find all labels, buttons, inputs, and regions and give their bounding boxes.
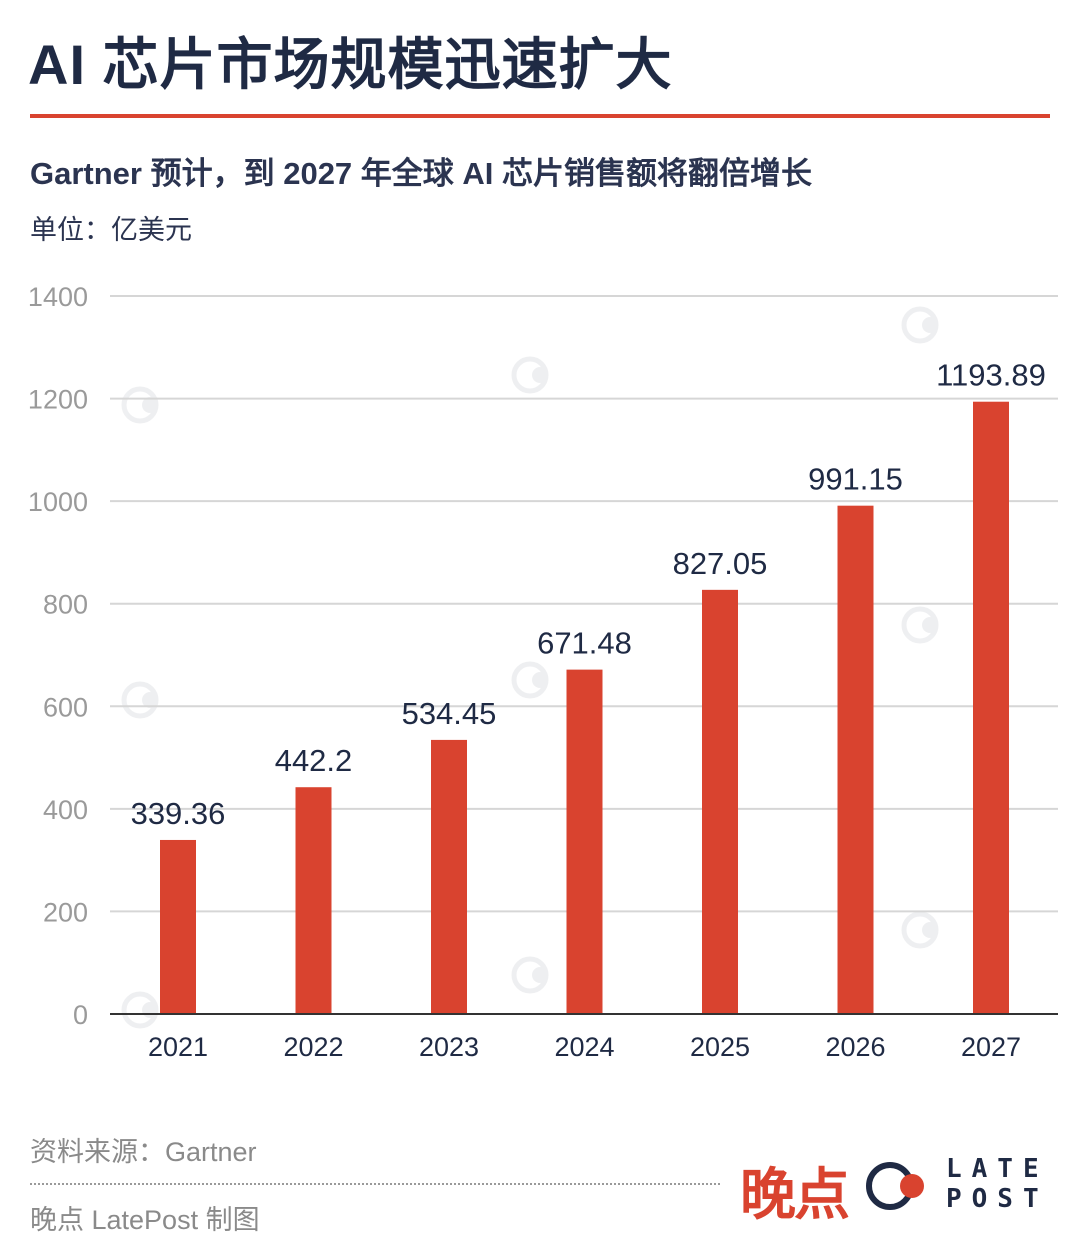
watermark-mark <box>121 386 159 424</box>
x-tick-label: 2023 <box>419 1032 479 1062</box>
y-tick-label: 400 <box>43 795 88 825</box>
data-label: 534.45 <box>402 696 497 731</box>
credit-note: 晚点 LatePost 制图 <box>30 1205 260 1235</box>
data-label: 991.15 <box>808 462 903 497</box>
brand-name-cn: 晚点 <box>740 1163 850 1226</box>
footer-divider <box>30 1183 720 1185</box>
title-divider <box>30 114 1050 118</box>
bar-2026 <box>837 505 874 1014</box>
brand-circle-icon <box>866 1162 924 1210</box>
axes: 0 200 400 600 800 1000 1200 1400 2021 2022 2023 202… <box>28 282 1058 1062</box>
data-label: 442.2 <box>275 743 353 778</box>
watermark-mark <box>901 911 939 949</box>
x-tick-label: 2022 <box>283 1032 343 1062</box>
y-tick-label: 0 <box>73 1000 88 1030</box>
data-label: 1193.89 <box>936 358 1046 393</box>
x-tick-label: 2025 <box>690 1032 750 1062</box>
brand-name-en-line1: LATE <box>946 1154 1049 1184</box>
chart-subtitle: Gartner 预计，到 2027 年全球 AI 芯片销售额将翻倍增长 <box>30 156 813 191</box>
page-title: AI 芯片市场规模迅速扩大 <box>28 33 673 96</box>
watermark-mark <box>901 606 939 644</box>
y-tick-label: 600 <box>43 692 88 722</box>
y-tick-label: 1400 <box>28 282 88 312</box>
y-tick-label: 1000 <box>28 487 88 517</box>
x-tick-label: 2021 <box>148 1032 208 1062</box>
brand-logo: 晚点 LATE POST <box>740 1150 1060 1226</box>
unit-label: 单位：亿美元 <box>30 215 192 245</box>
brand-name-en-line2: POST <box>946 1184 1049 1214</box>
bar-2025 <box>702 589 738 1014</box>
y-tick-label: 800 <box>43 590 88 620</box>
bar-chart: 339.36 442.2 534.45 671.48 827.05 991.15 1193.… <box>28 282 1058 1062</box>
watermark-mark <box>511 661 549 699</box>
bars: 339.36 442.2 534.45 671.48 827.05 991.15 1193.… <box>131 358 1046 1015</box>
bar-2021 <box>160 839 196 1014</box>
data-label: 827.05 <box>673 546 768 581</box>
y-tick-label: 200 <box>43 897 88 927</box>
watermark-mark <box>121 991 159 1029</box>
watermark-mark <box>511 956 549 994</box>
x-tick-label: 2026 <box>825 1032 885 1062</box>
bar-2023 <box>431 739 467 1014</box>
bar-2022 <box>295 787 332 1014</box>
y-tick-label: 1200 <box>28 385 88 415</box>
watermark-mark <box>511 356 549 394</box>
source-note: 资料来源：Gartner <box>30 1137 257 1167</box>
bar-2027 <box>973 401 1009 1015</box>
data-label: 671.48 <box>537 626 632 661</box>
x-tick-label: 2024 <box>554 1032 614 1062</box>
x-tick-label: 2027 <box>961 1032 1021 1062</box>
watermark-layer <box>121 306 939 1029</box>
watermark-mark <box>121 681 159 719</box>
brand-name-en: LATE POST <box>946 1154 1049 1214</box>
bar-2024 <box>566 669 603 1014</box>
watermark-mark <box>901 306 939 344</box>
data-label: 339.36 <box>131 796 226 831</box>
